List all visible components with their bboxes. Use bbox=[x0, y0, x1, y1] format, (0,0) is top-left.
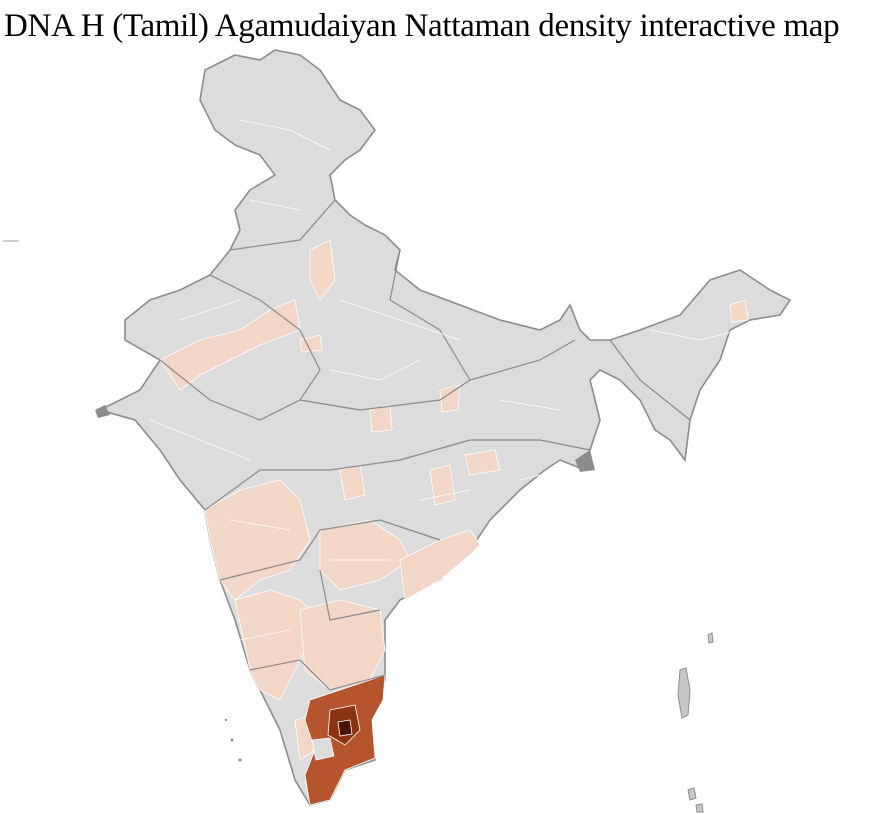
map-fragment bbox=[3, 240, 19, 242]
kutch-coast bbox=[95, 405, 110, 418]
district-boundaries bbox=[149, 119, 741, 641]
map-title: DNA H (Tamil) Agamudaiyan Nattaman densi… bbox=[4, 8, 840, 44]
high-density-regions[interactable] bbox=[304, 674, 386, 806]
state-boundaries bbox=[159, 199, 691, 691]
low-density-regions[interactable] bbox=[159, 239, 749, 761]
lakshadweep-islands bbox=[224, 718, 242, 762]
andaman-nicobar-islands[interactable] bbox=[677, 632, 714, 813]
sundarbans-delta bbox=[575, 450, 595, 472]
